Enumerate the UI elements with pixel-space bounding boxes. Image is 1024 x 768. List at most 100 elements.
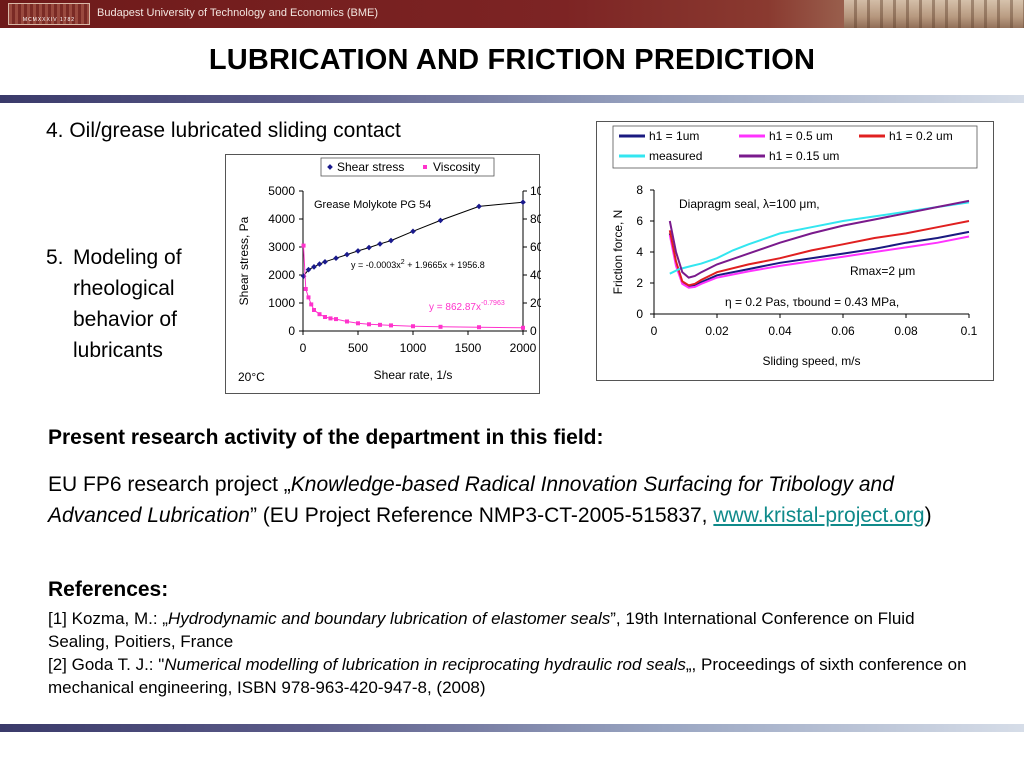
c1-eq-power-base: y = 862.87x (429, 302, 481, 313)
c1-viscosity-point (306, 295, 311, 300)
reference-1: [1] Kozma, M.: „Hydrodynamic and boundar… (48, 607, 978, 653)
research-heading: Present research activity of the departm… (48, 426, 604, 449)
ref1-title: Hydrodynamic and boundary lubrication of… (167, 609, 611, 628)
c1-viscosity-point (389, 323, 393, 328)
c2-x-tick-label: 0.08 (894, 324, 918, 338)
reference-2: [2] Goda T. J.: "Numerical modelling of … (48, 653, 978, 699)
c1-eq-power: y = 862.87x-0.7963 (429, 300, 505, 313)
item-oil-grease-contact: 4. Oil/grease lubricated sliding contact (46, 119, 401, 142)
references-list: [1] Kozma, M.: „Hydrodynamic and boundar… (48, 607, 978, 699)
c2-y-tick-label: 2 (636, 276, 643, 290)
c1-x-tick-label: 0 (300, 341, 307, 355)
c1-y2-tick-label: 100 (530, 184, 541, 198)
item5-number: 5. (46, 246, 64, 269)
c1-viscosity-point (356, 321, 360, 326)
c1-viscosity-point (323, 315, 327, 319)
research-intro: EU FP6 research project „ (48, 473, 291, 496)
crest-text: MCMXXXIV 1782 (22, 17, 76, 23)
c1-viscosity-point (521, 325, 525, 330)
c1-shear-point (476, 203, 482, 210)
c2-annotation-seal: Diapragm seal, λ=100 μm, (679, 197, 820, 211)
project-title: Knowledge-based Radical Innovation Surfa… (48, 473, 894, 527)
c1-legend-visc: Viscosity (433, 160, 480, 174)
c1-shear-point (437, 217, 444, 224)
ref2-authors: [2] Goda T. J.: " (48, 655, 165, 674)
c2-series-line (668, 234, 970, 289)
c1-viscosity-point (345, 319, 349, 324)
c1-shear-point (410, 228, 416, 235)
c1-y-axis-label: Shear stress, Pa (237, 216, 251, 305)
c2-y-axis-label: Friction force, N (611, 210, 625, 295)
references-heading: References: (48, 578, 169, 601)
c2-x-tick-label: 0.04 (768, 324, 792, 338)
c2-x-axis-label: Sliding speed, m/s (762, 354, 860, 368)
c1-shear-point (344, 251, 350, 258)
c1-viscosity-point (309, 302, 314, 307)
c2-legend-label: h1 = 1um (649, 129, 699, 143)
c1-shear-point (520, 199, 526, 206)
project-link[interactable]: www.kristal-project.org (713, 504, 925, 527)
top-divider (0, 95, 1024, 103)
page-title: LUBRICATION AND FRICTION PREDICTION (208, 44, 816, 76)
c1-shear-point (311, 264, 317, 270)
c1-viscosity-point (328, 316, 333, 321)
rheology-chart-svg: 0100020003000400050000204060801000500100… (237, 157, 541, 384)
c1-viscosity-point (317, 312, 322, 317)
c2-y-tick-label: 4 (636, 245, 643, 259)
university-crest-logo: MCMXXXIV 1782 (8, 3, 90, 25)
c1-x-tick-label: 1000 (400, 341, 427, 355)
c1-x-tick-label: 2000 (510, 341, 537, 355)
c1-shear-point (377, 241, 383, 247)
c1-y2-tick-label: 0 (530, 324, 537, 338)
c1-legend-shear: Shear stress (337, 160, 404, 174)
c1-legend-marker-visc (423, 165, 427, 169)
c2-x-tick-label: 0.06 (831, 324, 855, 338)
project-reference: ” (EU Project Reference NMP3-CT-2005-515… (249, 504, 714, 527)
c1-y-tick-label: 4000 (268, 212, 295, 226)
c1-eq-linear-rest: + 1.9665x + 1956.8 (405, 260, 485, 270)
c2-legend-label: h1 = 0.15 um (769, 149, 839, 163)
c2-legend-label: h1 = 0.5 um (769, 129, 833, 143)
c1-shear-point (322, 259, 328, 265)
c1-viscosity-point (334, 317, 338, 322)
c2-legend-label: measured (649, 149, 702, 163)
research-close: ) (924, 504, 932, 527)
c2-legend-label: h1 = 0.2 um (889, 129, 953, 143)
building-photo (844, 0, 1024, 28)
c1-eq-linear-sup: 2 (401, 259, 405, 266)
c1-viscosity-point (477, 325, 481, 330)
ref2-source: „, Proceedings of sixth conference on me… (48, 655, 967, 697)
c2-y-tick-label: 0 (636, 307, 643, 321)
rheology-chart: 0100020003000400050000204060801000500100… (225, 154, 541, 394)
ref1-authors: [1] Kozma, M.: „ (48, 609, 168, 628)
c1-legend-box (320, 157, 495, 177)
c1-eq-linear: y = -0.0003x2 + 1.9665x + 1956.8 (351, 259, 485, 270)
c1-x-tick-label: 1500 (455, 341, 482, 355)
c2-series-line (668, 220, 970, 287)
c1-annotation-grease: Grease Molykote PG 54 (314, 199, 431, 211)
ref2-title: Numerical modelling of lubrication in re… (164, 655, 686, 674)
c1-viscosity-point (303, 287, 308, 291)
c1-y-tick-label: 1000 (268, 296, 295, 310)
c1-shear-point (333, 255, 339, 262)
c1-viscosity-point (312, 308, 316, 312)
c2-series-line (668, 199, 970, 279)
c1-shear-point (366, 244, 372, 251)
c1-temperature: 20°C (238, 370, 265, 384)
c2-annotation-rmax: Rmax=2 μm (850, 264, 915, 278)
c2-series-line (669, 201, 970, 275)
c1-shear-point (388, 237, 394, 244)
header-banner: MCMXXXIV 1782 Budapest University of Tec… (0, 0, 1024, 28)
university-name: Budapest University of Technology and Ec… (97, 7, 379, 19)
c1-viscosity-point (301, 243, 306, 248)
c2-x-tick-label: 0.02 (705, 324, 729, 338)
c1-y2-tick-label: 20 (530, 296, 541, 310)
c1-y-tick-label: 5000 (268, 184, 295, 198)
c1-y-tick-label: 0 (288, 324, 295, 338)
item5-text: Modeling of rheological behavior of lubr… (73, 246, 182, 362)
c1-viscosity-point (367, 322, 371, 327)
c1-eq-linear-base: y = -0.0003x (351, 260, 401, 270)
friction-chart-svg: 0 2 4 6 8 0 0.02 0.04 0.06 0.08 0.1 Sliding speed, … (611, 125, 978, 368)
c1-eq-power-sup: -0.7963 (481, 300, 505, 307)
c1-y2-tick-label: 60 (530, 240, 541, 254)
